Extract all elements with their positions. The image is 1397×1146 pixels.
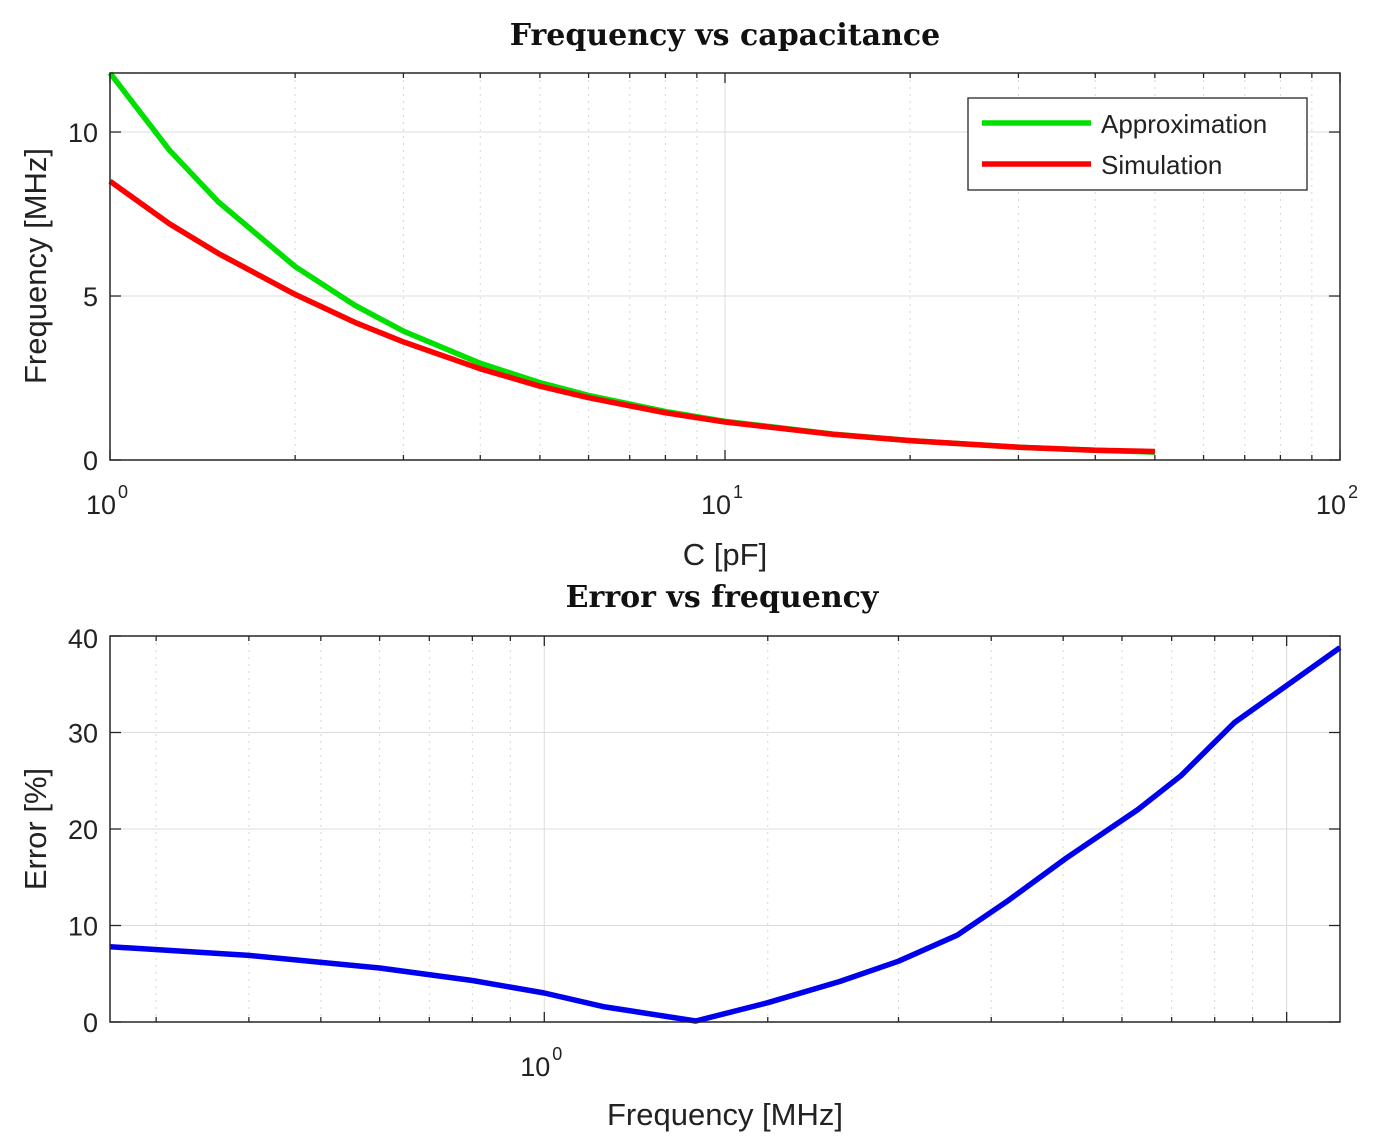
legend-label-simulation: Simulation <box>1101 150 1222 180</box>
bottom-y-tick-labels: 0 10 20 30 40 <box>68 624 98 1038</box>
top-xtick-label: 10 0 <box>86 482 128 520</box>
bottom-ytick-label: 0 <box>83 1008 98 1038</box>
top-xtick-label: 10 1 <box>701 482 743 520</box>
bottom-xtick-exp: 0 <box>552 1044 562 1064</box>
series-line-error <box>109 645 1342 1024</box>
bottom-ytick-label: 30 <box>68 719 98 749</box>
bottom-xtick-label: 10 0 <box>520 1044 562 1082</box>
bottom-xtick-base: 10 <box>520 1052 550 1082</box>
top-y-axis-label: Frequency [MHz] <box>18 148 53 384</box>
legend-box <box>967 97 1308 191</box>
top-x-axis-label: C [pF] <box>683 537 767 572</box>
top-ytick-label: 10 <box>68 118 98 148</box>
bottom-ytick-label: 10 <box>68 912 98 942</box>
bottom-chart-title: Error vs frequency <box>566 580 880 615</box>
bottom-grid <box>110 636 1340 1022</box>
top-xtick-exp: 0 <box>118 482 128 502</box>
top-tick-marks <box>109 73 1341 461</box>
top-xtick-base: 10 <box>701 490 731 520</box>
bottom-ytick-label: 20 <box>68 815 98 845</box>
frequency-vs-capacitance-plot: Frequency vs capacitance 0 5 10 10 0 10 … <box>18 18 1358 572</box>
bottom-x-tick-labels: 10 0 <box>520 1044 562 1082</box>
bottom-x-axis-label: Frequency [MHz] <box>607 1097 843 1132</box>
top-xtick-base: 10 <box>1316 490 1346 520</box>
top-ytick-label: 0 <box>83 446 98 476</box>
legend-label-approximation: Approximation <box>1101 109 1267 139</box>
legend: Approximation Simulation <box>967 97 1308 191</box>
series-line-simulation <box>108 178 1155 455</box>
top-ytick-label: 5 <box>83 282 98 312</box>
error-vs-frequency-plot: Error vs frequency 0 10 20 30 40 10 0 Fr… <box>18 580 1342 1132</box>
top-chart-title: Frequency vs capacitance <box>510 18 941 53</box>
top-x-tick-labels: 10 0 10 1 10 2 <box>86 482 1358 520</box>
top-series-lines <box>107 71 1155 455</box>
bottom-tick-marks <box>110 635 1340 1023</box>
top-y-tick-labels: 0 5 10 <box>68 118 98 476</box>
top-xtick-exp: 1 <box>733 482 743 502</box>
top-xtick-base: 10 <box>86 490 116 520</box>
bottom-y-axis-label: Error [%] <box>18 768 53 890</box>
top-xtick-exp: 2 <box>1348 482 1358 502</box>
bottom-ytick-label: 40 <box>68 624 98 654</box>
top-xtick-label: 10 2 <box>1316 482 1358 520</box>
bottom-series-lines <box>109 645 1342 1024</box>
